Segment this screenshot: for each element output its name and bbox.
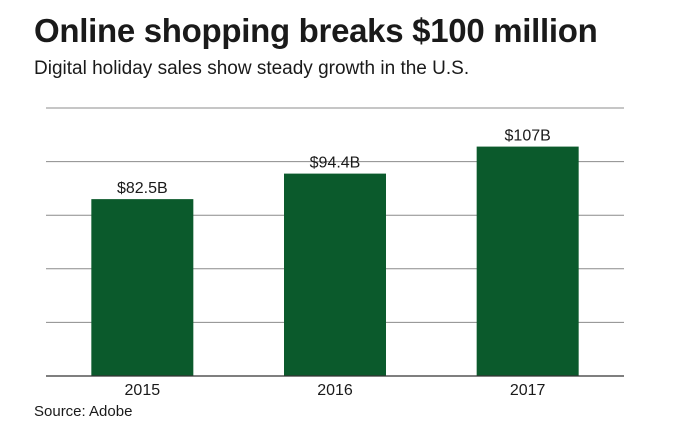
data-label-2016: $94.4B [310,155,361,172]
x-tick-label-2017: 2017 [510,382,546,399]
data-label-2015: $82.5B [117,180,168,197]
chart-subtitle: Digital holiday sales show steady growth… [34,58,470,79]
data-label-2017: $107B [505,128,551,145]
x-tick-label-2016: 2016 [317,382,353,399]
bar-2016 [284,173,386,376]
bar-2015 [91,199,194,376]
source-note: Source: Adobe [34,403,133,420]
x-tick-label-2015: 2015 [125,382,161,399]
bar-2017 [476,146,579,376]
chart-title: Online shopping breaks $100 million [34,12,598,49]
